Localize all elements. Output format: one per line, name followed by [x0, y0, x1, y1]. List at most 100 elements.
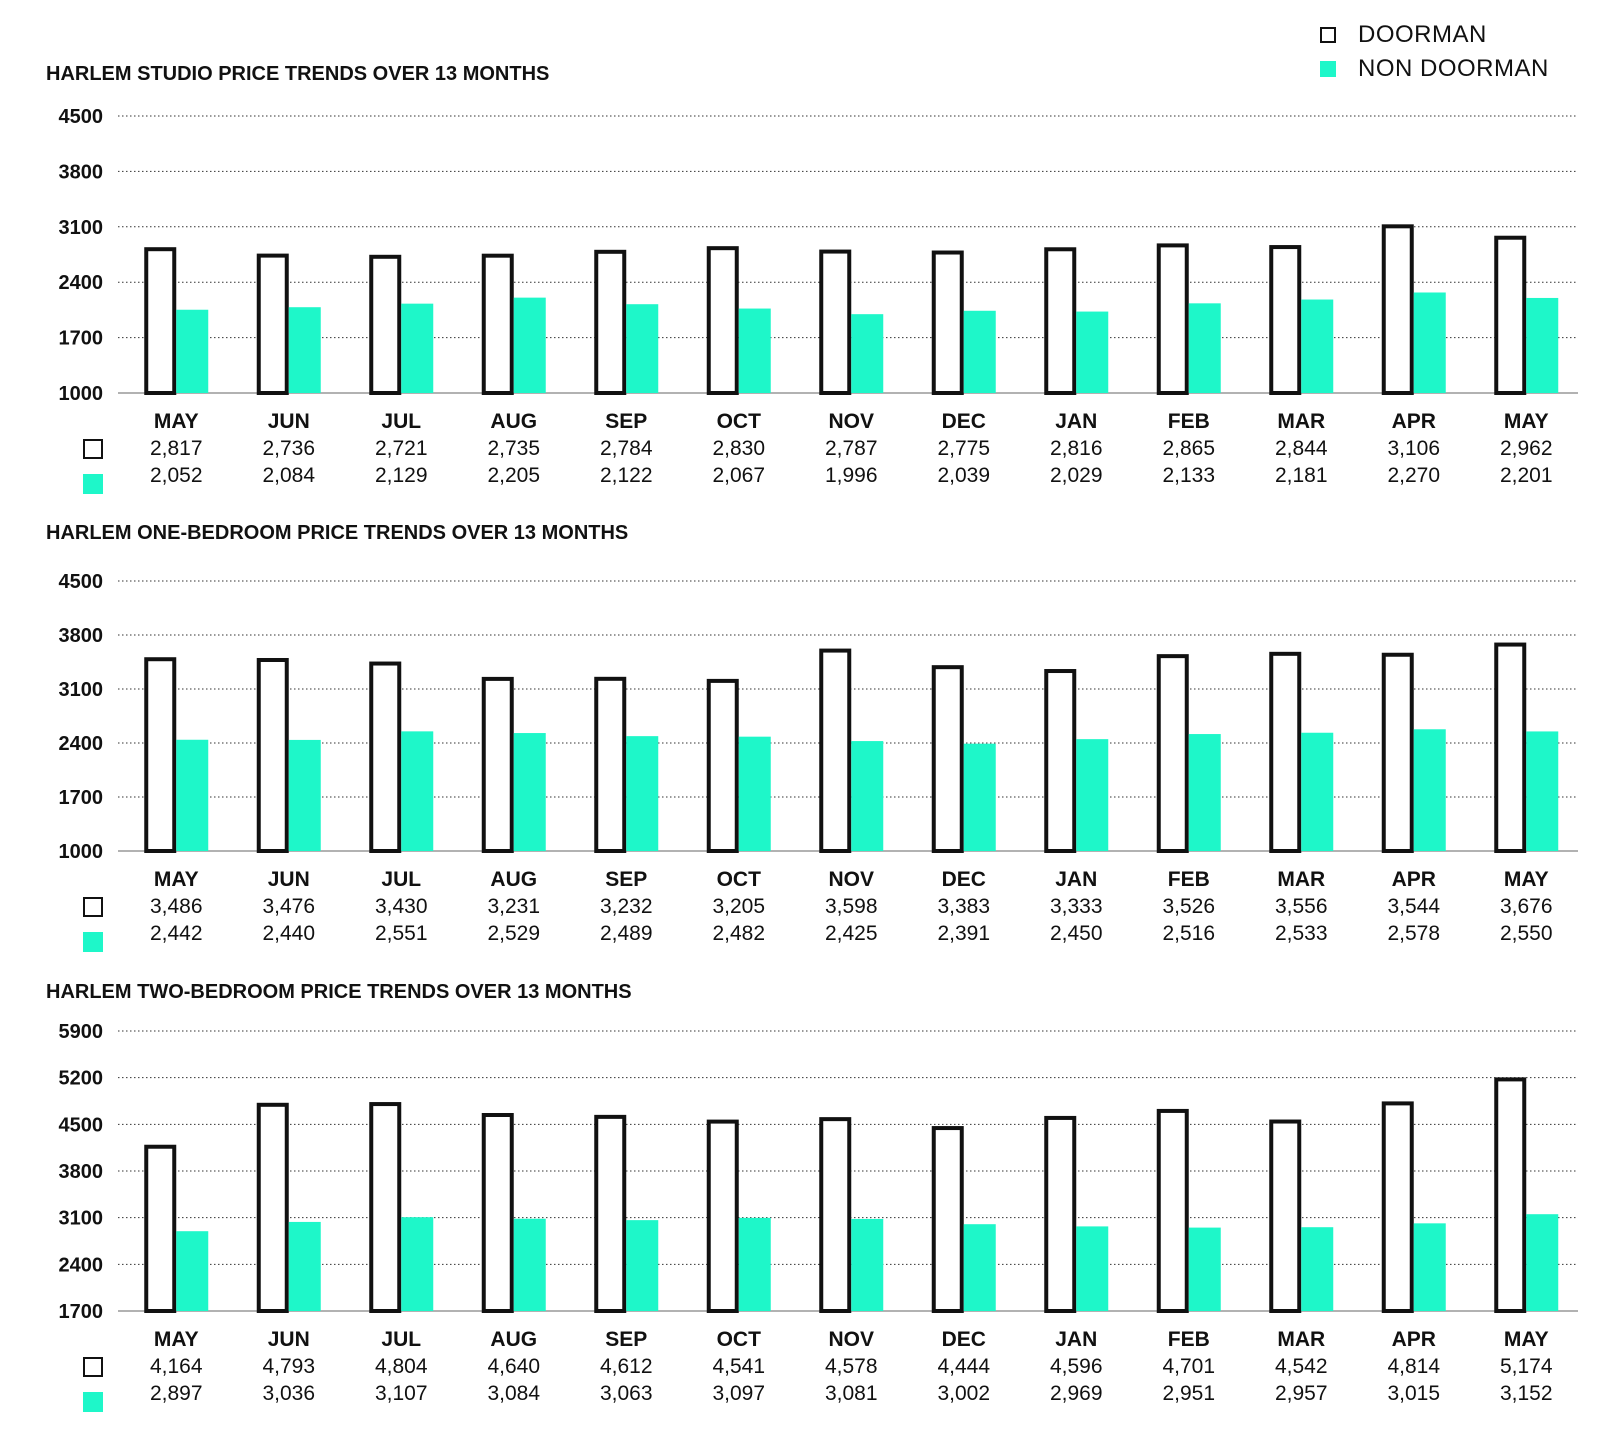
month-label: JAN [1055, 1328, 1097, 1351]
bar-doorman [369, 1102, 402, 1313]
value-label-doorman: 3,232 [600, 895, 653, 918]
y-tick-label: 3100 [59, 1208, 104, 1230]
month-label: APR [1392, 410, 1436, 433]
y-tick-label: 1700 [59, 787, 104, 809]
bar-doorman [1044, 1115, 1077, 1314]
value-label-non-doorman: 2,969 [1050, 1382, 1103, 1405]
chart-2: HARLEM ONE-BEDROOM PRICE TRENDS OVER 13 … [46, 522, 1578, 952]
y-tick-label: 4500 [59, 571, 104, 593]
bar-non-doorman [401, 303, 434, 393]
bar-doorman [819, 249, 852, 395]
non-doorman-row-icon [83, 1392, 103, 1412]
value-label-doorman: 4,444 [937, 1355, 990, 1378]
y-tick-label: 3800 [59, 161, 104, 183]
bar-doorman [481, 1113, 514, 1313]
value-label-doorman: 3,486 [150, 895, 203, 918]
value-label-non-doorman: 2,442 [150, 922, 203, 945]
bar-non-doorman [1301, 299, 1334, 393]
bar-non-doorman [1526, 1214, 1559, 1311]
bar-doorman [931, 665, 964, 853]
bar-non-doorman [1076, 1226, 1109, 1311]
value-label-non-doorman: 2,039 [937, 464, 990, 487]
value-label-non-doorman: 3,084 [487, 1382, 540, 1405]
y-tick-label: 2400 [59, 1254, 104, 1276]
bar-non-doorman [738, 1217, 771, 1311]
bar-doorman [1156, 1108, 1189, 1314]
value-label-doorman: 2,775 [937, 437, 990, 460]
value-label-doorman: 3,476 [262, 895, 315, 918]
month-label: JUL [381, 1328, 421, 1351]
bar-non-doorman [176, 1231, 209, 1311]
value-label-non-doorman: 2,551 [375, 922, 428, 945]
value-label-doorman: 2,844 [1275, 437, 1328, 460]
value-label-non-doorman: 2,205 [487, 464, 540, 487]
month-label: JUL [381, 410, 421, 433]
legend-label-non-doorman: NON DOORMAN [1358, 55, 1549, 82]
bar-non-doorman [1188, 303, 1221, 393]
value-label-non-doorman: 2,084 [262, 464, 315, 487]
value-label-doorman: 4,701 [1162, 1355, 1215, 1378]
value-label-doorman: 4,814 [1387, 1355, 1440, 1378]
value-label-non-doorman: 2,052 [150, 464, 203, 487]
value-label-non-doorman: 2,533 [1275, 922, 1328, 945]
value-label-non-doorman: 2,067 [712, 464, 765, 487]
value-label-non-doorman: 3,015 [1387, 1382, 1440, 1405]
value-label-non-doorman: 2,897 [150, 1382, 203, 1405]
bar-doorman [1269, 245, 1302, 395]
month-label: JAN [1055, 410, 1097, 433]
bar-doorman [1269, 1119, 1302, 1313]
value-label-doorman: 4,164 [150, 1355, 203, 1378]
value-label-non-doorman: 2,440 [262, 922, 315, 945]
value-label-doorman: 3,106 [1387, 437, 1440, 460]
month-label: AUG [490, 868, 537, 891]
value-label-non-doorman: 2,029 [1050, 464, 1103, 487]
y-tick-label: 2400 [59, 733, 104, 755]
legend-label-doorman: DOORMAN [1358, 21, 1487, 48]
bar-non-doorman [288, 307, 321, 393]
month-label: MAY [1504, 868, 1549, 891]
value-label-non-doorman: 2,957 [1275, 1382, 1328, 1405]
bar-doorman [256, 253, 289, 395]
bar-doorman [594, 249, 627, 395]
bar-doorman [1494, 235, 1527, 395]
bar-non-doorman [176, 309, 209, 393]
value-label-doorman: 2,816 [1050, 437, 1103, 460]
legend-item-non-doorman: NON DOORMAN [1320, 52, 1549, 86]
bar-doorman [481, 253, 514, 395]
doorman-row-icon [83, 1357, 103, 1377]
bar-doorman [481, 676, 514, 853]
month-label: FEB [1168, 868, 1210, 891]
value-label-doorman: 2,721 [375, 437, 428, 460]
bar-non-doorman [1526, 297, 1559, 393]
bar-doorman [1381, 1101, 1414, 1314]
value-label-non-doorman: 2,133 [1162, 464, 1215, 487]
value-label-doorman: 3,231 [487, 895, 540, 918]
bar-non-doorman [1301, 732, 1334, 851]
non-doorman-row-icon [83, 474, 103, 494]
y-tick-label: 1700 [59, 1301, 104, 1323]
value-label-non-doorman: 2,951 [1162, 1382, 1215, 1405]
value-label-non-doorman: 2,529 [487, 922, 540, 945]
y-tick-label: 2400 [59, 272, 104, 294]
month-label: MAY [154, 1328, 199, 1351]
bar-doorman [594, 676, 627, 853]
bar-non-doorman [1413, 1223, 1446, 1311]
bar-non-doorman [1413, 292, 1446, 393]
bar-doorman [1044, 247, 1077, 395]
value-label-doorman: 4,612 [600, 1355, 653, 1378]
value-label-non-doorman: 2,122 [600, 464, 653, 487]
month-label: APR [1392, 1328, 1436, 1351]
bar-non-doorman [1076, 311, 1109, 393]
bar-doorman [1494, 642, 1527, 854]
value-label-doorman: 3,333 [1050, 895, 1103, 918]
value-label-non-doorman: 2,489 [600, 922, 653, 945]
bar-non-doorman [738, 308, 771, 393]
month-label: MAR [1277, 868, 1325, 891]
value-label-doorman: 2,787 [825, 437, 878, 460]
bar-non-doorman [963, 1224, 996, 1311]
value-label-non-doorman: 2,516 [1162, 922, 1215, 945]
value-label-doorman: 4,596 [1050, 1355, 1103, 1378]
month-label: OCT [717, 868, 762, 891]
value-label-non-doorman: 3,107 [375, 1382, 428, 1405]
y-tick-label: 3100 [59, 217, 104, 239]
